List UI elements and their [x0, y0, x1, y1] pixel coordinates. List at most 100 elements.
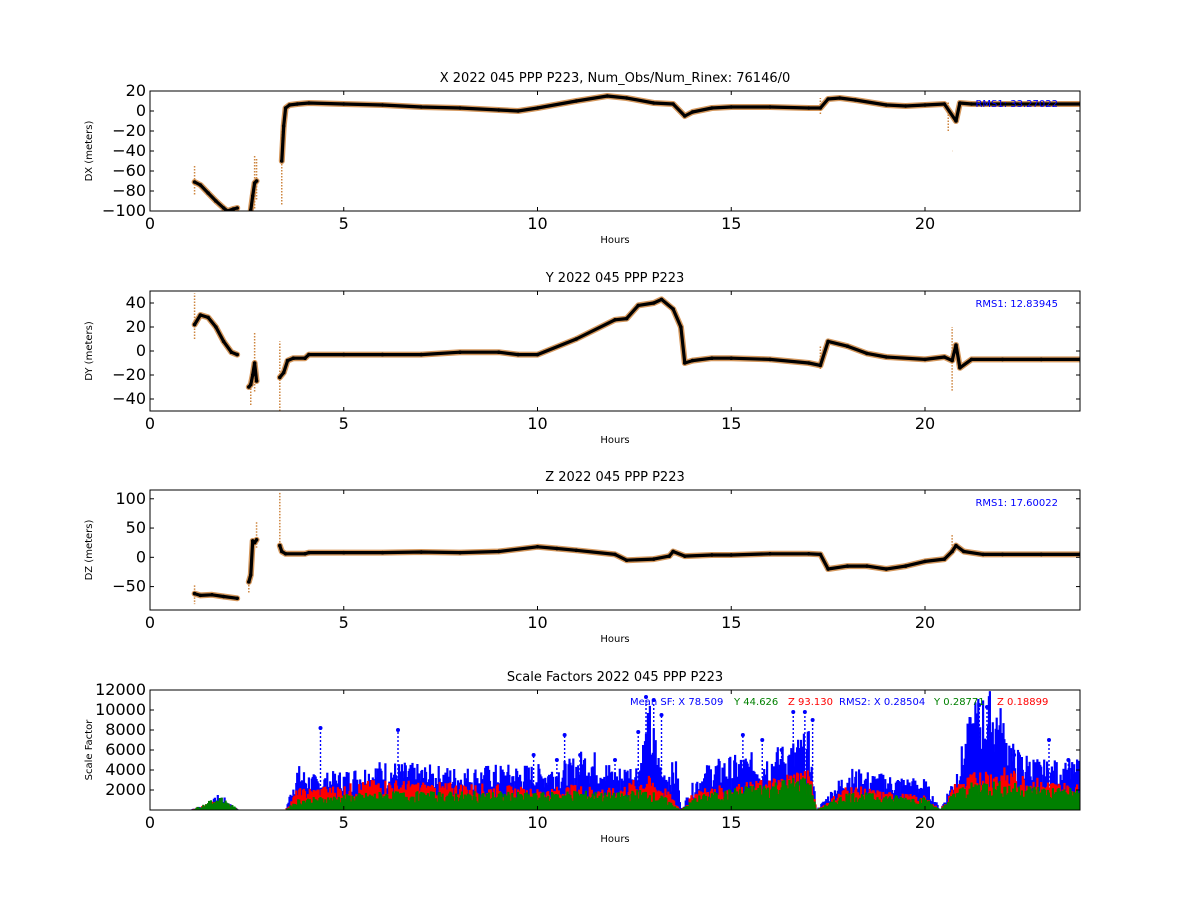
dx-xtick-label: 10 [527, 214, 547, 233]
dy-data-point [768, 357, 772, 362]
dz-plot-area [191, 492, 1080, 605]
sf-peak-point [562, 733, 567, 737]
scale-factor-panel-ylabel: Scale Factor [84, 719, 95, 781]
dz-data-point [768, 552, 772, 556]
dx-data-point [969, 102, 974, 106]
dx-panel: X 2022 045 PPP P223, Num_Obs/Num_Rinex: … [84, 71, 1081, 246]
dx-data-point [884, 103, 889, 107]
scale-factor-panel-xlabel: Hours [600, 834, 629, 845]
dy-data-point [235, 352, 239, 357]
dy-data-point [969, 357, 974, 362]
sf-peak-point [659, 713, 664, 717]
dx-data-point [903, 104, 908, 108]
dy-xtick-label: 20 [915, 414, 935, 433]
dz-panel-ylabel: DZ (meters) [84, 519, 95, 580]
dz-data-point [341, 550, 346, 555]
dy-panel-rms: RMS1: 12.83945 [975, 299, 1058, 310]
sf-legend-1: Y 44.626 [733, 697, 778, 708]
dx-data-point [837, 96, 842, 100]
dx-data-point [192, 180, 197, 184]
dy-plot-area [191, 293, 1080, 411]
dz-data-point [198, 593, 203, 598]
dx-data-point [923, 103, 927, 107]
dx-data-point [221, 206, 226, 210]
dz-xtick-label: 10 [527, 613, 547, 632]
dy-data-point [954, 343, 958, 347]
dx-data-point [283, 106, 288, 110]
dx-data-point [624, 96, 629, 100]
dz-panel-title: Z 2022 045 PPP P223 [545, 470, 685, 485]
dz-data-point [651, 557, 656, 561]
sf-xtick-label: 10 [527, 813, 547, 832]
sf-peak-point [740, 733, 745, 737]
sf-legend-3: RMS2: X 0.28504 [839, 697, 925, 708]
sf-legend-2: Z 93.130 [788, 697, 833, 708]
sf-peak-point [977, 703, 982, 707]
dy-data-point [729, 356, 734, 361]
dz-data-point [865, 564, 869, 568]
dy-data-point [806, 361, 811, 365]
sf-ytick-label: 8000 [105, 720, 146, 739]
sf-peak-point [651, 698, 656, 702]
dy-data-point [682, 361, 687, 365]
dy-data-point [419, 352, 424, 357]
dz-data-point [1000, 552, 1005, 557]
dx-data-point [605, 94, 610, 98]
dx-data-point [682, 114, 687, 118]
dz-xtick-label: 5 [339, 613, 349, 632]
dz-data-point [192, 591, 197, 596]
dz-data-point [667, 554, 672, 558]
dz-xtick-label: 20 [915, 613, 935, 632]
dz-data-point [555, 546, 559, 551]
dz-data-point [903, 564, 908, 568]
dz-data-point [248, 573, 253, 577]
sf-peak-point [1000, 733, 1005, 737]
dx-data-point [458, 106, 462, 110]
dz-data-point [954, 543, 958, 548]
dx-series-line [280, 94, 1080, 163]
scale-factor-panel-title: Scale Factors 2022 045 PPP P223 [507, 670, 723, 685]
dx-data-point [198, 183, 203, 187]
sf-xtick-label: 15 [721, 813, 741, 832]
dz-data-point [818, 552, 823, 557]
dz-data-point [278, 543, 282, 548]
dy-data-point [679, 325, 683, 329]
dx-ytick-label: −80 [112, 181, 146, 200]
dx-data-point [671, 102, 675, 106]
dx-data-point [214, 199, 218, 203]
dz-data-point [252, 540, 257, 545]
dy-data-point [281, 370, 286, 375]
dz-data-point [923, 559, 927, 564]
sf-peak-point [779, 748, 784, 752]
dx-data-point [958, 101, 962, 105]
dx-xtick-label: 5 [339, 214, 349, 233]
dx-data-point [380, 103, 385, 107]
sf-peak-point [760, 738, 765, 742]
dx-plot-area [191, 93, 1080, 211]
dy-data-point [923, 357, 927, 362]
dz-data-point [826, 567, 830, 571]
sf-peak-point [1066, 758, 1071, 762]
dx-data-point [651, 101, 656, 105]
sf-peak-point [613, 758, 617, 762]
dz-data-point [235, 596, 239, 601]
dy-data-point [942, 355, 947, 359]
dz-panel-rms: RMS1: 17.60022 [975, 498, 1058, 509]
dz-series-line [278, 543, 1080, 571]
dz-data-point [221, 594, 226, 599]
dy-data-point [958, 366, 962, 370]
dz-data-point [845, 564, 850, 568]
dz-data-point [710, 553, 714, 557]
dy-data-point [1000, 357, 1005, 362]
dx-data-point [574, 99, 579, 103]
dx-data-point [690, 110, 695, 114]
dx-data-point [710, 106, 714, 110]
dz-data-point [254, 537, 259, 542]
dz-data-point [729, 553, 734, 557]
dz-data-point [1039, 552, 1044, 557]
dz-data-point [307, 550, 311, 555]
dx-ytick-label: 0 [136, 101, 146, 120]
dx-data-point [419, 105, 424, 109]
dx-data-point [806, 106, 811, 110]
